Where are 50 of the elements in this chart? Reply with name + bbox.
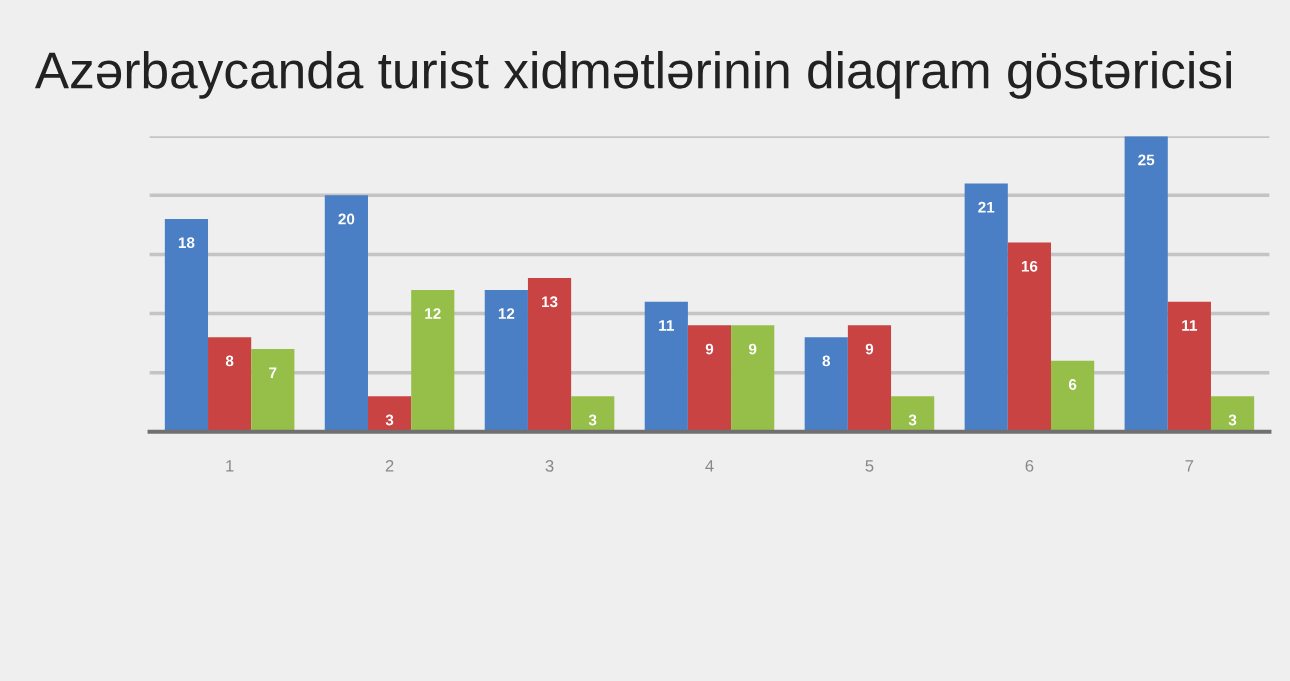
data-label: 21 bbox=[978, 201, 995, 213]
bar bbox=[251, 349, 295, 432]
data-label: 9 bbox=[865, 343, 874, 355]
x-tick-label: 1 bbox=[226, 460, 234, 472]
data-label: 6 bbox=[1068, 379, 1077, 390]
data-label: 7 bbox=[269, 367, 277, 378]
bar bbox=[411, 289, 455, 432]
x-tick-label: 3 bbox=[545, 459, 554, 472]
bar bbox=[484, 289, 528, 432]
bar bbox=[644, 301, 688, 432]
data-label: 16 bbox=[1021, 260, 1038, 272]
data-label: 18 bbox=[178, 237, 195, 249]
bar bbox=[731, 325, 775, 432]
chart-title: Azərbaycanda turist xidmətlərinin diaqram göstəricisi bbox=[34, 50, 1231, 99]
data-label: 3 bbox=[385, 414, 394, 426]
bar bbox=[1167, 301, 1211, 432]
data-label: 25 bbox=[1138, 154, 1155, 166]
bar bbox=[571, 396, 615, 432]
bar bbox=[687, 325, 732, 432]
data-label: 13 bbox=[542, 296, 558, 308]
data-label: 11 bbox=[1182, 320, 1198, 331]
data-label: 8 bbox=[822, 355, 831, 367]
x-tick-label: 2 bbox=[385, 459, 394, 472]
bar bbox=[208, 337, 252, 432]
x-tick-label: 4 bbox=[705, 460, 714, 472]
bar bbox=[1007, 242, 1052, 432]
x-tick-label: 6 bbox=[1025, 459, 1034, 472]
data-label: 3 bbox=[1228, 414, 1237, 426]
bar bbox=[1210, 396, 1255, 432]
bar bbox=[847, 325, 892, 432]
bar bbox=[804, 337, 848, 432]
data-label: 9 bbox=[748, 343, 757, 355]
bar bbox=[527, 278, 572, 432]
data-label: 12 bbox=[425, 308, 441, 319]
data-label: 3 bbox=[908, 414, 917, 426]
bar bbox=[164, 218, 209, 432]
bar bbox=[891, 396, 935, 432]
x-tick-label: 5 bbox=[865, 460, 874, 472]
data-label: 8 bbox=[225, 355, 234, 367]
bar bbox=[324, 195, 368, 432]
data-label: 3 bbox=[588, 414, 597, 426]
data-label: 20 bbox=[338, 213, 355, 225]
bar bbox=[964, 183, 1008, 432]
data-label: 11 bbox=[659, 320, 674, 331]
data-label: 12 bbox=[498, 308, 515, 319]
bar bbox=[1051, 360, 1095, 432]
bar bbox=[1124, 136, 1168, 432]
data-label: 9 bbox=[705, 343, 714, 355]
bar bbox=[367, 396, 412, 432]
x-tick-label: 7 bbox=[1185, 460, 1194, 472]
